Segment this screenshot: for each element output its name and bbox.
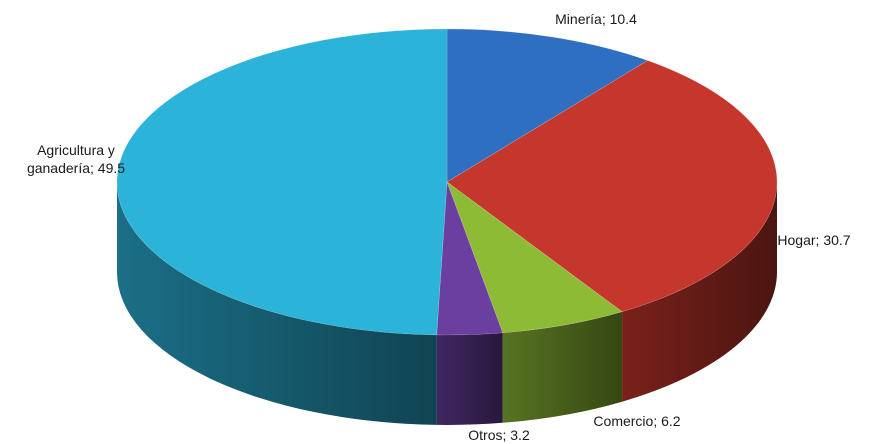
pie-slice-agricultura-y-ganaderia [116, 28, 448, 336]
pie-slice-hogar [446, 60, 778, 313]
pie-side-otros [436, 332, 503, 425]
pie-side-comercio [502, 311, 623, 423]
data-label-comercio: Comercio; 6.2 [593, 413, 680, 429]
data-label-mineria: Minería; 10.4 [555, 11, 637, 27]
data-label-agricultura-line1: Agricultura y [37, 142, 115, 158]
data-label-otros: Otros; 3.2 [468, 427, 530, 443]
pie-side-hogar [622, 182, 777, 402]
pie-data-labels: Minería; 10.4 Hogar; 30.7 Comercio; 6.2 … [27, 11, 851, 443]
pie-slice-mineria [446, 28, 649, 183]
pie-slice-comercio [446, 181, 623, 334]
data-label-hogar: Hogar; 30.7 [777, 232, 850, 248]
pie-side-agricultura-y-ganaderia [117, 182, 437, 425]
pie-top-faces [116, 28, 778, 336]
data-label-agricultura-line2: ganadería; 49.5 [27, 160, 125, 176]
pie-slice-otros [436, 181, 504, 336]
pie-side-walls [117, 182, 777, 425]
